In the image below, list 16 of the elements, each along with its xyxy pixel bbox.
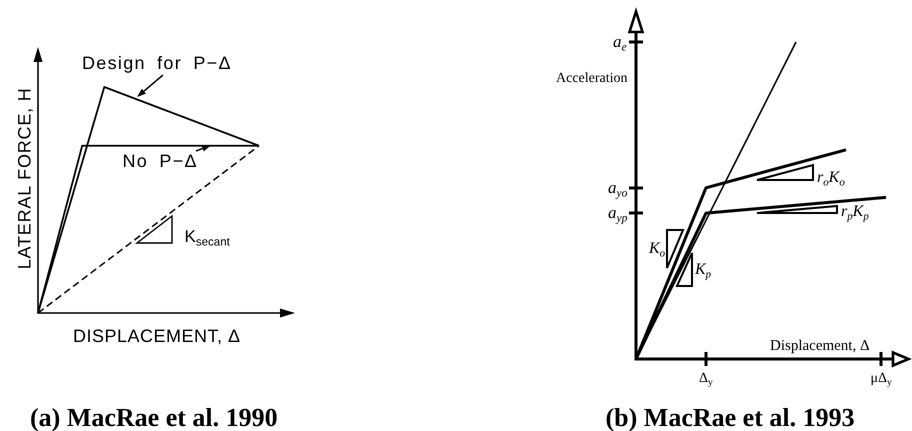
legend-label: Design for P−Δ [82, 52, 232, 74]
series-label: No P−Δ [122, 150, 198, 172]
annotation: r$_{o}$K$_{o}$ [817, 169, 845, 188]
annotation: K$_{secant}$ [184, 227, 230, 248]
text: a$_{yp}$ [608, 203, 628, 224]
text: a$_{yo}$ [608, 178, 628, 200]
annotation: K$_{o}$ [649, 240, 666, 260]
annotation: K$_{p}$ [695, 261, 712, 280]
x-axis-title: Displacement, Δ [770, 338, 870, 355]
y-axis-title: LATERAL FORCE, H [14, 86, 36, 269]
annotation: r$_{p}$K$_{p}$ [841, 203, 869, 222]
y-axis-title: Acceleration [556, 71, 628, 88]
x-axis-title: DISPLACEMENT, Δ [73, 326, 241, 346]
text: a$_{e}$ [613, 32, 627, 54]
x-tick-label: μΔ$_{y}$ [870, 371, 892, 388]
x-tick-label: Δ$_{y}$ [699, 371, 713, 388]
